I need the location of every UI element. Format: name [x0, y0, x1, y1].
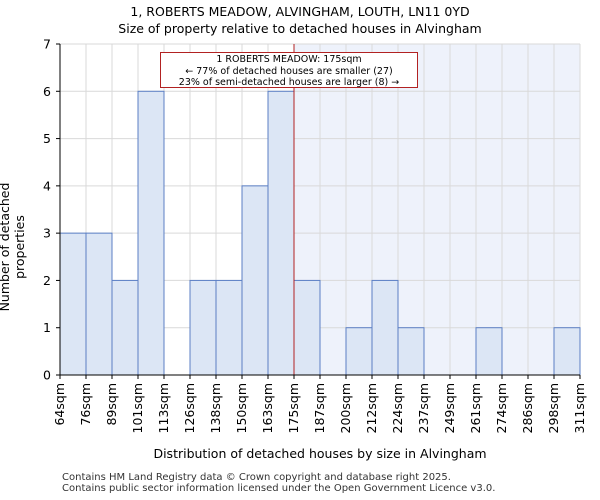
y-tick-label: 5 — [43, 131, 51, 146]
bar — [371, 279, 399, 376]
x-tick-label: 212sqm — [364, 383, 379, 433]
y-tick-label: 1 — [43, 320, 51, 335]
x-tick-label: 64sqm — [52, 383, 67, 426]
x-tick-label: 187sqm — [312, 383, 327, 433]
bar — [553, 327, 581, 376]
bar — [189, 279, 217, 376]
x-tick-label: 138sqm — [208, 383, 223, 433]
x-tick-label: 274sqm — [494, 383, 509, 433]
annotation-line-3: 23% of semi-detached houses are larger (… — [178, 77, 400, 88]
footer-licence: Contains public sector information licen… — [62, 483, 496, 494]
x-tick-label: 175sqm — [286, 383, 301, 433]
x-tick-label: 89sqm — [104, 383, 119, 426]
bar — [267, 90, 295, 376]
annotation-line-1: 1 ROBERTS MEADOW: 175sqm — [216, 54, 362, 65]
x-tick-label: 237sqm — [416, 383, 431, 433]
x-tick-label: 126sqm — [182, 383, 197, 433]
y-tick-label: 7 — [43, 37, 51, 52]
footer-copyright: Contains HM Land Registry data © Crown c… — [62, 472, 451, 483]
bar — [85, 232, 113, 376]
x-tick-label: 311sqm — [572, 383, 587, 433]
x-tick-label: 150sqm — [234, 383, 249, 433]
x-tick-label: 224sqm — [390, 383, 405, 433]
highlight-region — [294, 44, 580, 375]
x-tick-label: 163sqm — [260, 383, 275, 433]
x-tick-label: 261sqm — [468, 383, 483, 433]
x-tick-label: 286sqm — [520, 383, 535, 433]
x-tick-label: 76sqm — [78, 383, 93, 426]
chart-subtitle: Size of property relative to detached ho… — [118, 21, 482, 36]
y-tick-label: 4 — [43, 178, 51, 193]
bar — [215, 279, 243, 376]
x-tick-label: 298sqm — [546, 383, 561, 433]
bar — [59, 232, 87, 376]
bar — [475, 327, 503, 376]
bar — [345, 327, 373, 376]
chart-title: 1, ROBERTS MEADOW, ALVINGHAM, LOUTH, LN1… — [130, 4, 470, 19]
property-annotation: 1 ROBERTS MEADOW: 175sqm ← 77% of detach… — [160, 52, 418, 88]
y-tick-label: 0 — [43, 368, 51, 383]
bar — [293, 279, 321, 376]
x-tick-label: 101sqm — [130, 383, 145, 433]
y-tick-label: 3 — [43, 226, 51, 241]
x-axis-label: Distribution of detached houses by size … — [153, 446, 487, 461]
bar — [241, 185, 269, 376]
y-tick-label: 2 — [43, 273, 51, 288]
x-tick-label: 200sqm — [338, 383, 353, 433]
x-tick-label: 113sqm — [156, 383, 171, 433]
y-tick-label: 6 — [43, 84, 51, 99]
x-tick-label: 249sqm — [442, 383, 457, 433]
y-axis-label: Number of detached properties — [0, 182, 27, 312]
bar — [137, 90, 165, 376]
bar — [397, 327, 425, 376]
bar — [111, 279, 139, 376]
annotation-line-2: ← 77% of detached houses are smaller (27… — [185, 65, 393, 77]
